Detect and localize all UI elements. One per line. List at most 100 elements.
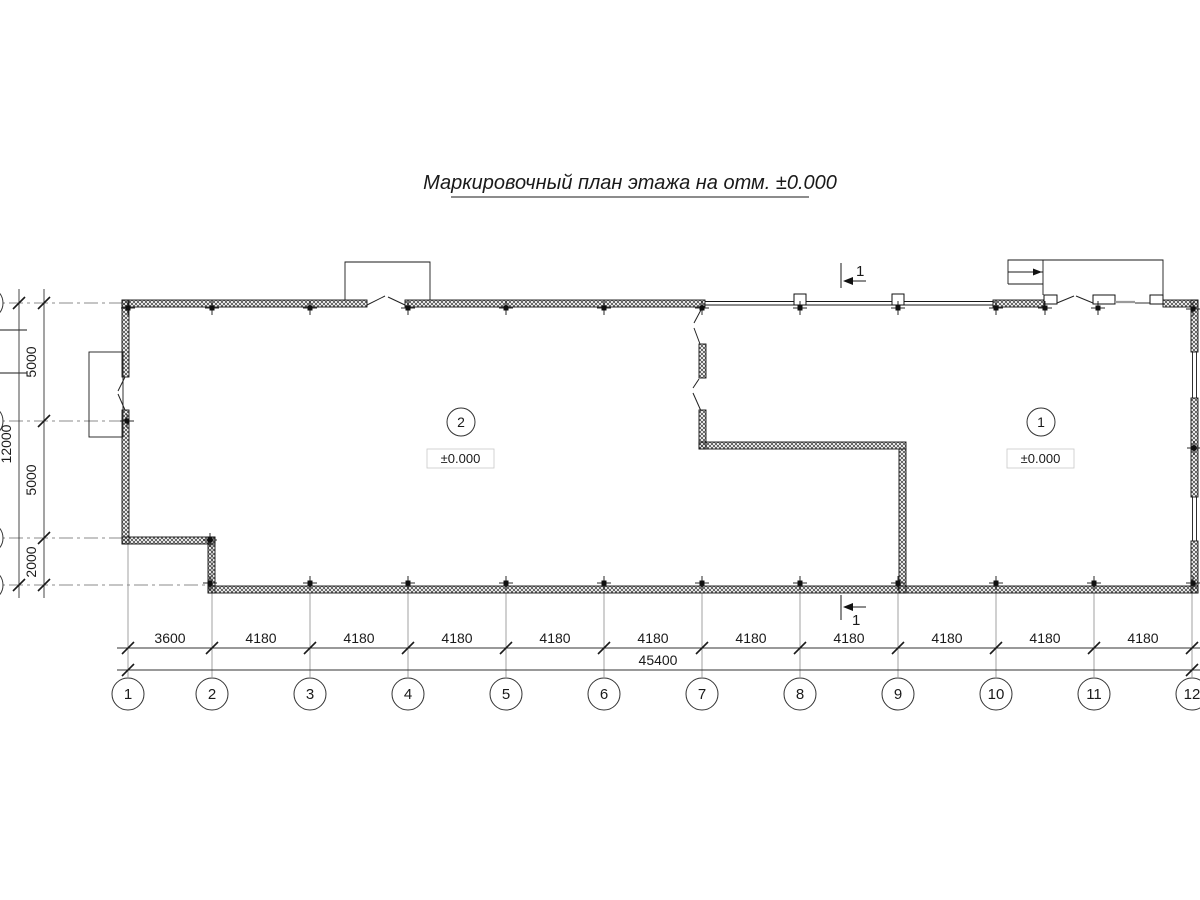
- section-mark-bottom: 1: [840, 595, 866, 629]
- door-swing: [117, 393, 126, 411]
- room-number-circle: [1026, 407, 1056, 437]
- axis-circle: [489, 677, 523, 711]
- exterior-wall-right: [1190, 540, 1199, 594]
- dim-value: 4180: [539, 630, 570, 646]
- section-arrow-icon: [843, 277, 853, 285]
- wall-pier: [1092, 294, 1116, 305]
- elevation-label: ±0.000: [1021, 451, 1061, 466]
- axis-number: 11: [1086, 686, 1102, 703]
- axis-circle: [587, 677, 621, 711]
- axis-number: 3: [306, 686, 314, 703]
- porch-top-left: [344, 261, 431, 300]
- drawing-title: Маркировочный план этажа на отм. ±0.000: [423, 172, 837, 194]
- door-swing: [1056, 295, 1075, 304]
- exterior-wall-right: [1190, 299, 1199, 353]
- door-swing: [692, 378, 700, 389]
- axis-number: 8: [796, 686, 804, 703]
- row-axis-circle: [0, 527, 4, 549]
- axis-number: 9: [894, 686, 902, 703]
- row-axis-circle: [0, 410, 4, 432]
- door-swing: [692, 392, 702, 412]
- dim-value: 5000: [23, 464, 39, 495]
- axis-circle: [1175, 677, 1200, 711]
- elevation-label: ±0.000: [441, 451, 481, 466]
- room-label-left: 2 ±0.000: [426, 407, 495, 469]
- column-markers: [119, 300, 1200, 591]
- interior-wall: [698, 441, 907, 450]
- exterior-wall-left: [121, 299, 130, 378]
- dim-value: 3600: [154, 630, 185, 646]
- porch-top-right: [1007, 259, 1164, 295]
- dim-value: 4180: [735, 630, 766, 646]
- entry-arrow-icon: [1033, 268, 1042, 276]
- axis-number: 1: [124, 686, 132, 703]
- axis-number: 5: [502, 686, 510, 703]
- axis-circle: [391, 677, 425, 711]
- section-arrow-icon: [843, 603, 853, 611]
- row-axis-circle: [0, 574, 4, 596]
- dim-value: 4180: [441, 630, 472, 646]
- exterior-wall-top: [404, 299, 706, 308]
- wall-layer: [121, 299, 1199, 594]
- axis-circle: [783, 677, 817, 711]
- wall-pier: [1149, 294, 1164, 305]
- axis-number: 4: [404, 686, 412, 703]
- axis-circle: [1077, 677, 1111, 711]
- dim-value: 4180: [1127, 630, 1158, 646]
- exterior-wall-top: [992, 299, 1045, 308]
- title-block: Маркировочный план этажа на отм. ±0.000: [423, 172, 837, 198]
- axis-circle: [685, 677, 719, 711]
- left-edge-structure: [0, 329, 27, 374]
- section-mark-top: 1: [840, 263, 866, 288]
- interior-wall: [898, 448, 907, 594]
- axis-circle: [195, 677, 229, 711]
- exterior-wall-step: [121, 536, 216, 545]
- dim-value: 4180: [833, 630, 864, 646]
- elevation-box: [1006, 448, 1075, 469]
- dim-value: 2000: [23, 546, 39, 577]
- interior-wall: [698, 343, 707, 379]
- wall-pier: [1043, 294, 1058, 305]
- axis-number: 6: [600, 686, 608, 703]
- door-layer: [117, 295, 1094, 412]
- porch-layer: [88, 259, 1164, 438]
- axis-circle: [111, 677, 145, 711]
- vestibule-left: [88, 351, 124, 438]
- section-label: 1: [856, 263, 864, 280]
- glazed-wall-layer: [705, 293, 1197, 541]
- dim-value: 4180: [245, 630, 276, 646]
- dim-total: 12000: [0, 424, 14, 463]
- axis-number: 10: [988, 686, 1005, 703]
- room-label-right: 1 ±0.000: [1006, 407, 1075, 469]
- exterior-wall-bottom: [207, 585, 1199, 594]
- door-swing: [117, 376, 126, 392]
- axis-number: 7: [698, 686, 706, 703]
- dim-total: 45400: [639, 652, 678, 668]
- row-axis-lines: [0, 302, 208, 586]
- room-number: 2: [457, 414, 465, 430]
- axis-circle: [881, 677, 915, 711]
- bottom-axis-circles: 1 2 3 4 5 6 7 8 9 10 11 12: [111, 677, 1200, 711]
- section-label: 1: [852, 612, 860, 629]
- room-number: 1: [1037, 414, 1045, 430]
- door-swing: [1075, 295, 1094, 304]
- exterior-wall-top: [121, 299, 368, 308]
- door-swing: [387, 296, 406, 306]
- axis-number: 2: [208, 686, 216, 703]
- dim-value: 5000: [23, 346, 39, 377]
- left-dimensions: 5000 5000 2000 12000: [0, 289, 51, 598]
- dim-value: 4180: [637, 630, 668, 646]
- door-swing: [693, 327, 701, 345]
- door-swing: [366, 295, 386, 306]
- dim-value: 4180: [343, 630, 374, 646]
- axis-circle: [979, 677, 1013, 711]
- column-gridline-stubs: [127, 544, 1193, 677]
- bottom-dimensions: 3600 4180 4180 4180 4180 4180 4180 4180 …: [117, 630, 1200, 677]
- dim-value: 4180: [931, 630, 962, 646]
- room-number-circle: [446, 407, 476, 437]
- dim-value: 4180: [1029, 630, 1060, 646]
- row-axis-circle: [0, 292, 4, 314]
- elevation-box: [426, 448, 495, 469]
- axis-circle: [293, 677, 327, 711]
